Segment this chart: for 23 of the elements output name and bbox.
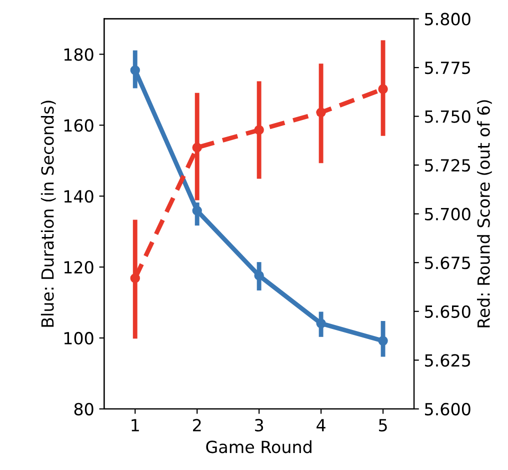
y2-tick-label: 5.725 xyxy=(425,159,470,172)
y2-axis-title: Red: Round Score (out of 6) xyxy=(477,100,492,328)
y2-tick-label: 5.650 xyxy=(425,305,470,318)
x-tick-label: 5 xyxy=(379,419,387,432)
x-axis-title: Game Round xyxy=(206,440,312,454)
y2-tick-label: 5.675 xyxy=(425,256,470,270)
x-tick-label: 3 xyxy=(255,418,264,432)
y2-tick-label: 5.775 xyxy=(425,62,470,74)
y-tick-label: 180 xyxy=(64,48,94,61)
y2-tick-label: 5.800 xyxy=(425,12,470,26)
y-tick-label: 80 xyxy=(74,402,94,416)
x-tick-label: 1 xyxy=(132,419,139,432)
y-tick-label: 120 xyxy=(64,261,94,274)
y2-tick-label: 5.600 xyxy=(425,402,470,416)
y-tick-label: 140 xyxy=(64,190,94,203)
y2-tick-label: 5.625 xyxy=(425,354,470,367)
y-axis-title: Blue: Duration (in Seconds) xyxy=(40,100,56,327)
y2-tick-label: 5.750 xyxy=(425,110,470,123)
y-tick-label: 160 xyxy=(64,119,94,132)
x-tick-label: 2 xyxy=(193,418,201,432)
y-tick-label: 100 xyxy=(64,332,94,345)
y2-tick-label: 5.700 xyxy=(425,208,470,220)
x-tick-label: 4 xyxy=(316,419,326,432)
